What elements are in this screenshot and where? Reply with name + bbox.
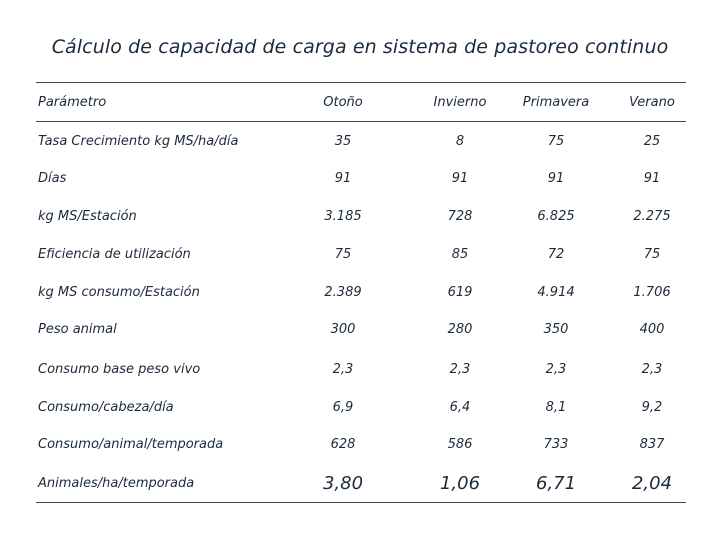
cell-primavera: 6.825 xyxy=(537,209,575,224)
cell-otono: 75 xyxy=(334,247,352,262)
cell-otono: 628 xyxy=(330,437,356,452)
cell-otono: 2.389 xyxy=(324,285,362,300)
cell-otono: 3.185 xyxy=(324,209,362,224)
cell-otono: 91 xyxy=(334,171,352,186)
cell-verano: 837 xyxy=(639,437,665,452)
page-title: Cálculo de capacidad de carga en sistema… xyxy=(51,36,669,58)
cell-verano: 75 xyxy=(643,247,661,262)
cell-invierno: 2,3 xyxy=(449,362,471,377)
header-verano: Verano xyxy=(629,95,675,110)
cell-primavera: 6,71 xyxy=(535,473,577,494)
cell-primavera: 91 xyxy=(547,171,565,186)
cell-primavera: 72 xyxy=(547,247,565,262)
cell-invierno: 586 xyxy=(447,437,473,452)
row-label: Consumo base peso vivo xyxy=(38,362,201,377)
header-invierno: Invierno xyxy=(433,95,487,110)
cell-invierno: 619 xyxy=(447,285,473,300)
cell-primavera: 2,3 xyxy=(545,362,567,377)
cell-verano: 1.706 xyxy=(633,285,671,300)
cell-invierno: 1,06 xyxy=(439,473,481,494)
cell-primavera: 350 xyxy=(543,322,569,337)
cell-verano: 9,2 xyxy=(641,400,663,415)
table-row: kg MS/Estación 3.185 728 6.825 2.275 xyxy=(36,205,686,229)
cell-otono: 6,9 xyxy=(332,400,354,415)
cell-otono: 3,80 xyxy=(322,473,364,494)
cell-primavera: 8,1 xyxy=(545,400,567,415)
cell-invierno: 91 xyxy=(451,171,469,186)
row-label: kg MS consumo/Estación xyxy=(38,285,200,300)
cell-invierno: 6,4 xyxy=(449,400,471,415)
cell-otono: 2,3 xyxy=(332,362,354,377)
table-row-total: Animales/ha/temporada 3,80 1,06 6,71 2,0… xyxy=(36,472,686,496)
header-parameter: Parámetro xyxy=(38,95,107,110)
header-primavera: Primavera xyxy=(522,95,590,110)
table-row: Días 91 91 91 91 xyxy=(36,167,686,191)
cell-verano: 91 xyxy=(643,171,661,186)
cell-verano: 400 xyxy=(639,322,665,337)
cell-verano: 2.275 xyxy=(633,209,671,224)
row-label: Consumo/animal/temporada xyxy=(38,437,224,452)
cell-primavera: 733 xyxy=(543,437,569,452)
table-row: kg MS consumo/Estación 2.389 619 4.914 1… xyxy=(36,281,686,305)
cell-invierno: 280 xyxy=(447,322,473,337)
table-row: Consumo/animal/temporada 628 586 733 837 xyxy=(36,433,686,457)
cell-verano: 2,04 xyxy=(631,473,673,494)
header-otono: Otoño xyxy=(323,95,363,110)
table-top-rule xyxy=(36,82,686,83)
row-label: Tasa Crecimiento kg MS/ha/día xyxy=(38,134,239,149)
cell-invierno: 85 xyxy=(451,247,469,262)
row-label: Peso animal xyxy=(38,322,117,337)
table-row: Eficiencia de utilización 75 85 72 75 xyxy=(36,243,686,267)
table-header-rule xyxy=(36,121,686,122)
cell-invierno: 728 xyxy=(447,209,473,224)
cell-primavera: 4.914 xyxy=(537,285,575,300)
table-row: Tasa Crecimiento kg MS/ha/día 35 8 75 25 xyxy=(36,130,686,154)
cell-primavera: 75 xyxy=(547,134,565,149)
row-label: Consumo/cabeza/día xyxy=(38,400,174,415)
cell-invierno: 8 xyxy=(455,134,465,149)
row-label: Eficiencia de utilización xyxy=(38,247,191,262)
cell-verano: 2,3 xyxy=(641,362,663,377)
row-label: kg MS/Estación xyxy=(38,209,137,224)
table-header-row: Parámetro Otoño Invierno Primavera Veran… xyxy=(36,91,686,115)
row-label: Animales/ha/temporada xyxy=(38,476,195,491)
table-bottom-rule xyxy=(36,502,686,503)
cell-otono: 35 xyxy=(334,134,352,149)
table-row: Peso animal 300 280 350 400 xyxy=(36,318,686,342)
table-row: Consumo base peso vivo 2,3 2,3 2,3 2,3 xyxy=(36,358,686,382)
table-row: Consumo/cabeza/día 6,9 6,4 8,1 9,2 xyxy=(36,396,686,420)
row-label: Días xyxy=(38,171,67,186)
cell-otono: 300 xyxy=(330,322,356,337)
cell-verano: 25 xyxy=(643,134,661,149)
